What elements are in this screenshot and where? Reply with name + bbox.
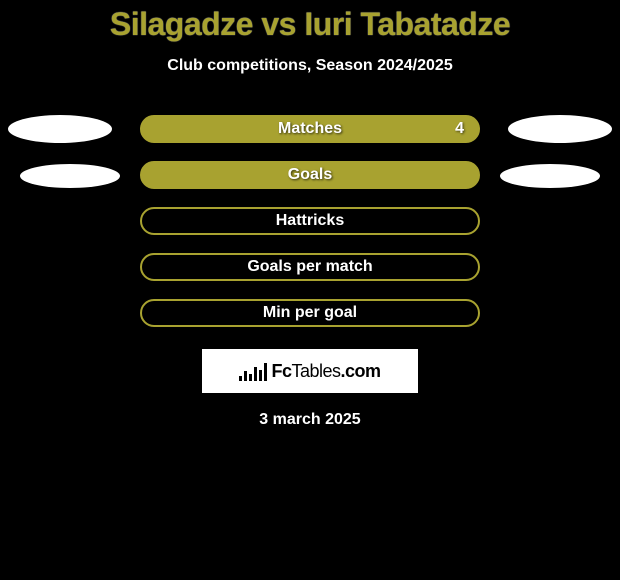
stat-bar: Goals bbox=[140, 161, 480, 189]
stat-bar-label: Hattricks bbox=[142, 212, 478, 230]
page-title: Silagadze vs Iuri Tabatadze bbox=[0, 0, 620, 43]
comparison-row: Matches4 bbox=[0, 115, 620, 143]
comparison-row: Hattricks bbox=[0, 207, 620, 235]
stat-bar: Min per goal bbox=[140, 299, 480, 327]
stat-bar: Goals per match bbox=[140, 253, 480, 281]
logo-bar-icon bbox=[239, 376, 242, 381]
comparison-row: Goals bbox=[0, 161, 620, 189]
comparison-row: Goals per match bbox=[0, 253, 620, 281]
left-ellipse-icon bbox=[20, 164, 120, 188]
stat-bar: Hattricks bbox=[140, 207, 480, 235]
fctables-logo: FcTables.com bbox=[202, 349, 418, 393]
stat-bar-label: Matches bbox=[142, 120, 478, 138]
right-ellipse-icon bbox=[508, 115, 612, 143]
comparison-row: Min per goal bbox=[0, 299, 620, 327]
logo-bar-icon bbox=[254, 367, 257, 381]
logo-bar-icon bbox=[244, 371, 247, 381]
left-ellipse-icon bbox=[8, 115, 112, 143]
logo-bar-icon bbox=[264, 363, 267, 381]
subtitle: Club competitions, Season 2024/2025 bbox=[0, 57, 620, 75]
stat-bar-label: Goals per match bbox=[142, 258, 478, 276]
logo-brand-suffix: .com bbox=[341, 361, 381, 381]
logo-bar-icon bbox=[259, 370, 262, 381]
logo-text: FcTables.com bbox=[271, 361, 380, 382]
logo-brand-light: Tables bbox=[291, 361, 340, 381]
date-label: 3 march 2025 bbox=[0, 411, 620, 429]
right-ellipse-icon bbox=[500, 164, 600, 188]
stat-bar-label: Goals bbox=[142, 166, 478, 184]
logo-brand-strong: Fc bbox=[271, 361, 291, 381]
stat-bar-value: 4 bbox=[455, 120, 464, 138]
logo-bar-icon bbox=[249, 374, 252, 381]
stat-bar: Matches4 bbox=[140, 115, 480, 143]
comparison-rows: Matches4 Goals Hattricks Goals per match Min… bbox=[0, 115, 620, 327]
stat-bar-label: Min per goal bbox=[142, 304, 478, 322]
logo-bars-icon bbox=[239, 361, 267, 381]
